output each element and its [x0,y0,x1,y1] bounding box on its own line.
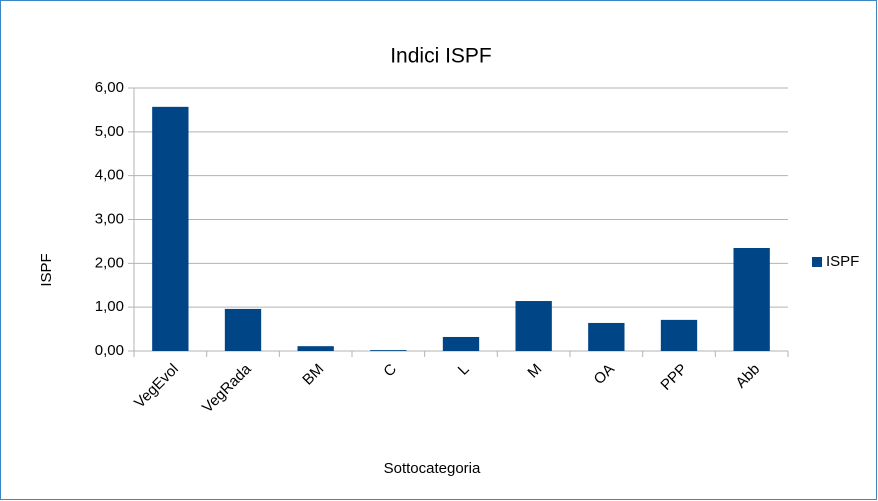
y-tick-label: 0,00 [95,342,124,359]
bar [442,336,480,351]
bar [370,350,407,351]
bar [733,247,770,351]
bar [152,106,189,352]
y-tick-label: 2,00 [95,254,124,271]
bar [224,308,262,351]
bar [297,346,334,351]
y-tick-label: 5,00 [95,123,124,140]
y-axis-title: ISPF [38,253,55,286]
y-tick-label: 6,00 [95,79,124,96]
chart-title: Indici ISPF [390,45,492,68]
bar [588,322,625,351]
bar [660,319,698,351]
legend-label: ISPF [826,253,859,270]
bar [515,301,552,351]
x-axis-title: Sottocategoria [384,460,481,477]
y-tick-label: 4,00 [95,167,124,184]
y-tick-label: 1,00 [95,298,124,315]
y-tick-label: 3,00 [95,210,124,227]
legend-swatch [812,257,822,267]
